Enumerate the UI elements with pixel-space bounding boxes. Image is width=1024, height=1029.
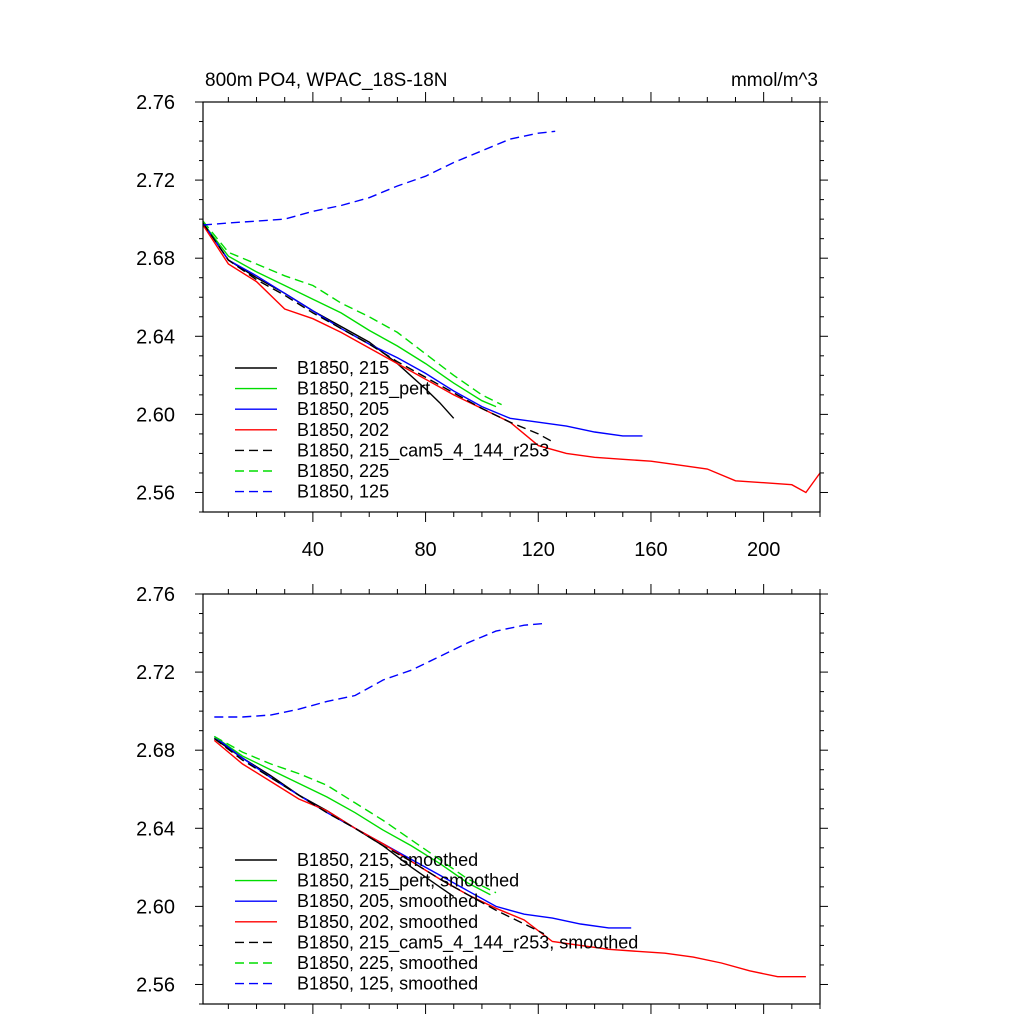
plot-frame (202, 101, 821, 513)
legend-label: B1850, 215_cam5_4_144_r253 (297, 440, 549, 461)
legend-label: B1850, 215, smoothed (297, 850, 478, 870)
series-line-3 (202, 222, 643, 437)
legend-label: B1850, 225, smoothed (297, 953, 478, 973)
legend-label: B1850, 215 (297, 358, 389, 378)
legend-label: B1850, 215_cam5_4_144_r253, smoothed (297, 932, 638, 953)
chart-title: 800m PO4, WPAC_18S-18N (205, 70, 448, 91)
y-tick-label: 2.68 (136, 248, 175, 270)
y-tick-label: 2.76 (136, 584, 175, 606)
series-line-2 (213, 735, 491, 896)
legend-label: B1850, 202, smoothed (297, 912, 478, 932)
series-line-4 (202, 224, 821, 494)
axes: 2.56 2.60 2.64 2.68 2.72 2.76 40 80 120 160 200 (136, 92, 828, 561)
series-line-7 (214, 622, 547, 718)
units-label: mmol/m^3 (731, 70, 818, 91)
series-line-4 (213, 739, 806, 978)
legend-label: B1850, 125, smoothed (297, 974, 478, 994)
x-tick-label: 120 (522, 539, 555, 561)
x-tick-label: 200 (747, 539, 780, 561)
y-tick-label: 2.56 (136, 974, 175, 996)
y-tick-label: 2.68 (136, 740, 175, 762)
y-tick-label: 2.72 (136, 170, 175, 192)
series-line-2 (202, 222, 497, 408)
y-tick-label: 2.56 (136, 482, 175, 504)
series-line-5 (213, 737, 545, 935)
y-tick-label: 2.60 (136, 404, 175, 426)
series-line-6 (213, 735, 497, 894)
axes: 2.56 2.60 2.64 2.68 2.72 2.76 (136, 584, 828, 1014)
legend-label: B1850, 125 (297, 482, 389, 502)
legend-label: B1850, 225 (297, 461, 389, 481)
x-tick-label: 160 (634, 539, 667, 561)
x-tick-label: 40 (302, 539, 324, 561)
series-group (213, 622, 806, 978)
legend-label: B1850, 215_pert, smoothed (297, 871, 519, 892)
series-line-1 (202, 222, 455, 419)
y-tick-label: 2.60 (136, 896, 175, 918)
y-tick-label: 2.72 (136, 662, 175, 684)
y-tick-label: 2.64 (136, 818, 175, 840)
top-panel: 800m PO4, WPAC_18S-18N mmol/m^3 2.56 2.60… (136, 70, 828, 561)
y-tick-label: 2.64 (136, 326, 175, 348)
y-tick-label: 2.76 (136, 92, 175, 114)
series-line-5 (202, 222, 553, 443)
plot-frame (202, 593, 821, 1005)
legend-label: B1850, 202 (297, 420, 389, 440)
legend-label: B1850, 205 (297, 399, 389, 419)
series-group (202, 130, 821, 494)
x-tick-label: 80 (414, 539, 436, 561)
legend-label: B1850, 205, smoothed (297, 891, 478, 911)
legend-label: B1850, 215_pert (297, 379, 430, 400)
bottom-panel: 2.56 2.60 2.64 2.68 2.72 2.76 B1850, 215, smo… (136, 584, 828, 1014)
series-line-7 (202, 130, 556, 226)
